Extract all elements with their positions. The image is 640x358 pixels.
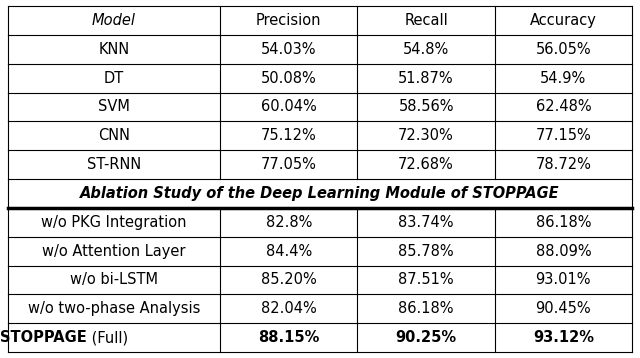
Text: 75.12%: 75.12% [261, 128, 317, 143]
Text: Recall: Recall [404, 13, 448, 28]
Text: Ablation Study of the Deep Learning Module of STOPPAGE: Ablation Study of the Deep Learning Modu… [80, 186, 560, 201]
Text: 88.09%: 88.09% [536, 243, 591, 258]
Text: 72.30%: 72.30% [398, 128, 454, 143]
Text: 82.04%: 82.04% [261, 301, 317, 316]
Text: 77.15%: 77.15% [536, 128, 591, 143]
Text: 86.18%: 86.18% [536, 215, 591, 230]
Text: STOPPAGE: STOPPAGE [1, 330, 87, 345]
Text: ST-RNN: ST-RNN [87, 157, 141, 172]
Text: 84.4%: 84.4% [266, 243, 312, 258]
Text: 83.74%: 83.74% [398, 215, 454, 230]
Text: SVM: SVM [98, 100, 130, 115]
Text: 51.87%: 51.87% [398, 71, 454, 86]
Text: KNN: KNN [99, 42, 130, 57]
Text: w/o bi-LSTM: w/o bi-LSTM [70, 272, 158, 287]
Text: 56.05%: 56.05% [536, 42, 591, 57]
Text: w/o PKG Integration: w/o PKG Integration [42, 215, 187, 230]
Text: 60.04%: 60.04% [261, 100, 317, 115]
Text: 90.45%: 90.45% [536, 301, 591, 316]
Text: 62.48%: 62.48% [536, 100, 591, 115]
Text: w/o Attention Layer: w/o Attention Layer [42, 243, 186, 258]
Text: 77.05%: 77.05% [261, 157, 317, 172]
Text: 54.03%: 54.03% [261, 42, 317, 57]
Text: 86.18%: 86.18% [398, 301, 454, 316]
Text: 72.68%: 72.68% [398, 157, 454, 172]
Text: 93.12%: 93.12% [533, 330, 594, 345]
Text: STOPPAGE: STOPPAGE [0, 357, 1, 358]
Text: w/o two-phase Analysis: w/o two-phase Analysis [28, 301, 200, 316]
Text: 54.9%: 54.9% [540, 71, 586, 86]
Text: 54.8%: 54.8% [403, 42, 449, 57]
Text: 50.08%: 50.08% [261, 71, 317, 86]
Text: Accuracy: Accuracy [530, 13, 596, 28]
Text: 78.72%: 78.72% [536, 157, 591, 172]
Text: DT: DT [104, 71, 124, 86]
Text: (Full): (Full) [87, 330, 128, 345]
Text: 87.51%: 87.51% [398, 272, 454, 287]
Text: 85.20%: 85.20% [261, 272, 317, 287]
Text: 90.25%: 90.25% [396, 330, 457, 345]
Text: 93.01%: 93.01% [536, 272, 591, 287]
Text: 85.78%: 85.78% [398, 243, 454, 258]
Text: 82.8%: 82.8% [266, 215, 312, 230]
Text: 58.56%: 58.56% [398, 100, 454, 115]
Text: 88.15%: 88.15% [258, 330, 319, 345]
Text: CNN: CNN [98, 128, 130, 143]
Text: Model: Model [92, 13, 136, 28]
Text: Precision: Precision [256, 13, 321, 28]
